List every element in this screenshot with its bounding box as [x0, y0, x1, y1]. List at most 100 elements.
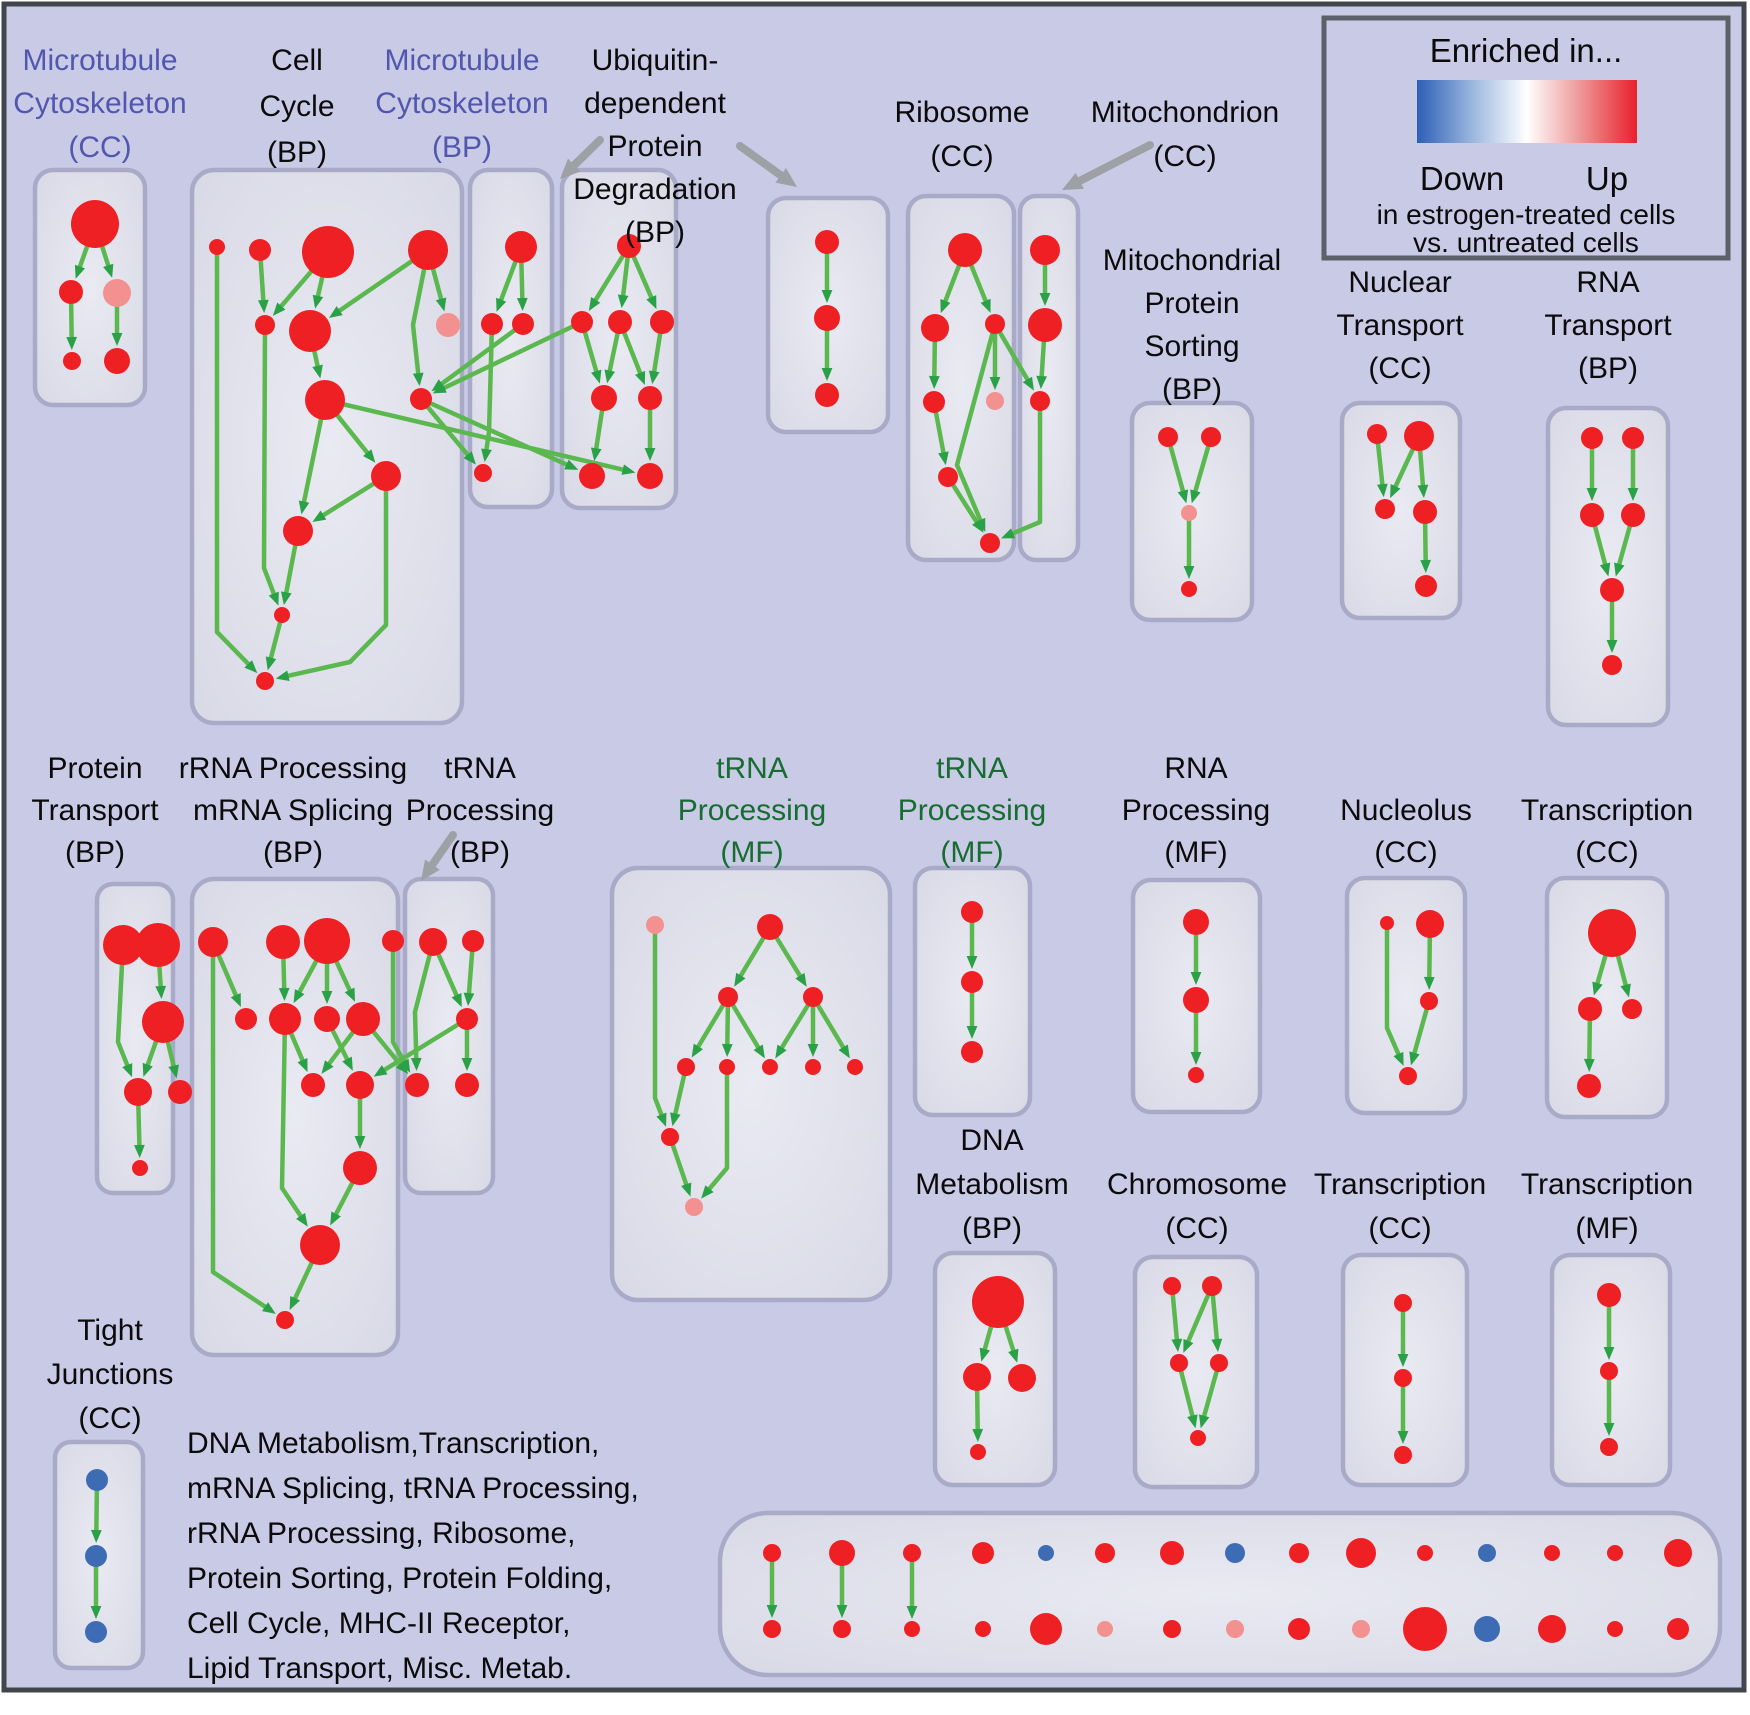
label-line: tRNA — [716, 752, 788, 785]
go-node-ccy1 — [209, 239, 225, 255]
label-line: (BP) — [625, 216, 685, 249]
label-line: (CC) — [1165, 1212, 1228, 1245]
annotation-arrows — [421, 136, 1154, 881]
label-line: Protein — [607, 130, 702, 163]
label-line: mRNA Splicing — [193, 794, 393, 827]
arrowhead — [412, 372, 424, 387]
arrowhead — [312, 510, 327, 522]
arrowhead — [1583, 1058, 1595, 1073]
go-node-b7t — [1160, 1541, 1184, 1565]
arrowhead — [133, 1144, 145, 1159]
label-line: Transcription — [1521, 1168, 1693, 1201]
go-node-tmf5 — [677, 1058, 695, 1076]
go-node-b11b — [1403, 1607, 1447, 1651]
label-tight-junctions-cc: Tight Junctions (CC) — [47, 1314, 174, 1435]
go-node-tbp3 — [456, 1008, 478, 1030]
edge-rrn1-rrn13 — [210, 939, 269, 1311]
go-node-tjn1 — [86, 1469, 108, 1491]
arrowhead — [836, 1605, 848, 1618]
label-rna-transport-bp: RNA Transport (BP) — [1544, 266, 1672, 385]
go-node-chr2 — [1202, 1276, 1222, 1296]
go-node-ccy2 — [249, 239, 271, 261]
go-node-ubq3 — [608, 310, 632, 334]
go-node-tcm2 — [1578, 997, 1602, 1021]
arrowhead — [648, 370, 660, 385]
misc-text-line: rRNA Processing, Ribosome, — [187, 1517, 575, 1550]
go-node-ccy4 — [408, 230, 448, 270]
label-line: rRNA Processing — [179, 752, 407, 785]
go-node-rnt4 — [1621, 503, 1645, 527]
arrowhead — [431, 379, 446, 392]
arrowhead — [972, 1428, 984, 1443]
arrowhead — [328, 306, 343, 318]
go-node-rnt1 — [1581, 427, 1603, 449]
go-node-dnm3 — [1008, 1364, 1036, 1392]
label-microtubule-cc: Microtubule Cytoskeleton (CC) — [13, 44, 186, 164]
go-node-ubx2 — [814, 305, 840, 331]
go-node-rib3 — [985, 314, 1005, 334]
go-node-b5t — [1038, 1545, 1054, 1561]
arrowhead — [344, 987, 356, 1002]
edge-mit3-rib7 — [1008, 398, 1043, 537]
label-line: (MF) — [720, 836, 783, 869]
label-line: Processing — [898, 794, 1046, 827]
edge-ptr1-ptr4 — [115, 942, 131, 1070]
arrowhead — [980, 298, 991, 313]
arrowhead — [463, 992, 475, 1007]
go-node-rrn2 — [266, 925, 300, 959]
arrowhead — [122, 1063, 133, 1078]
edge-ccy1-ccy13 — [214, 244, 252, 668]
edge-ccy8-ubq8 — [322, 397, 627, 473]
misc-text-line: Lipid Transport, Misc. Metab. — [187, 1652, 572, 1685]
arrowhead — [938, 451, 949, 466]
legend-up-label: Up — [1586, 160, 1628, 197]
arrowhead — [1417, 484, 1429, 499]
label-rrna-mrna-bp: rRNA Processing mRNA Splicing (BP) — [179, 752, 407, 869]
go-node-b15t — [1664, 1539, 1692, 1567]
cluster-box-transcription-cc-mid — [1544, 875, 1670, 1120]
label-line: Ubiquitin- — [592, 44, 719, 77]
go-node-rnt3 — [1580, 503, 1604, 527]
cluster-labels: Microtubule Cytoskeleton (CC) Cell Cycle (BP)… — [13, 44, 1693, 1435]
go-node-tmf2 — [757, 914, 783, 940]
go-node-mtcc4 — [63, 352, 81, 370]
go-node-ccy7 — [436, 313, 460, 337]
go-node-mit1 — [1030, 235, 1060, 265]
go-node-tmf3 — [718, 987, 738, 1007]
label-trna-processing-mf-2: tRNA Processing (MF) — [898, 752, 1046, 869]
go-node-mtcc5 — [104, 348, 130, 374]
label-line: Ribosome — [894, 96, 1029, 129]
go-node-rib4 — [923, 391, 945, 413]
go-node-tbp5 — [455, 1073, 479, 1097]
misc-text-line: mRNA Splicing, tRNA Processing, — [187, 1472, 639, 1505]
go-node-nut3 — [1375, 499, 1395, 519]
arrowhead — [230, 992, 241, 1008]
label-line: Cytoskeleton — [375, 87, 548, 120]
label-line: Processing — [406, 794, 554, 827]
label-trna-processing-bp: tRNA Processing (BP) — [406, 752, 554, 869]
go-node-nut2 — [1404, 421, 1434, 451]
go-node-ccy9 — [410, 388, 432, 410]
arrowhead — [906, 1606, 918, 1619]
go-node-rib6 — [938, 467, 958, 487]
go-node-rrn13 — [276, 1311, 294, 1329]
go-node-rrn7 — [314, 1006, 340, 1032]
go-node-mps2 — [1201, 427, 1221, 447]
arrowhead — [278, 987, 290, 1002]
arrowhead — [721, 1043, 733, 1058]
arrowhead — [621, 464, 636, 475]
arrowhead — [1376, 483, 1388, 498]
label-line: (CC) — [68, 131, 131, 164]
arrowhead — [591, 369, 602, 384]
label-line: Transcription — [1314, 1168, 1486, 1201]
go-node-rnt2 — [1622, 427, 1644, 449]
label-line: tRNA — [444, 752, 516, 785]
ubiquitin-right-arrow — [736, 142, 789, 182]
go-node-b1t — [763, 1544, 781, 1562]
label-line: Processing — [1122, 794, 1270, 827]
go-node-tm32 — [1600, 1362, 1618, 1380]
legend-down-label: Down — [1420, 160, 1504, 197]
go-node-rrn12 — [300, 1225, 340, 1265]
go-node-chr5 — [1190, 1430, 1206, 1446]
